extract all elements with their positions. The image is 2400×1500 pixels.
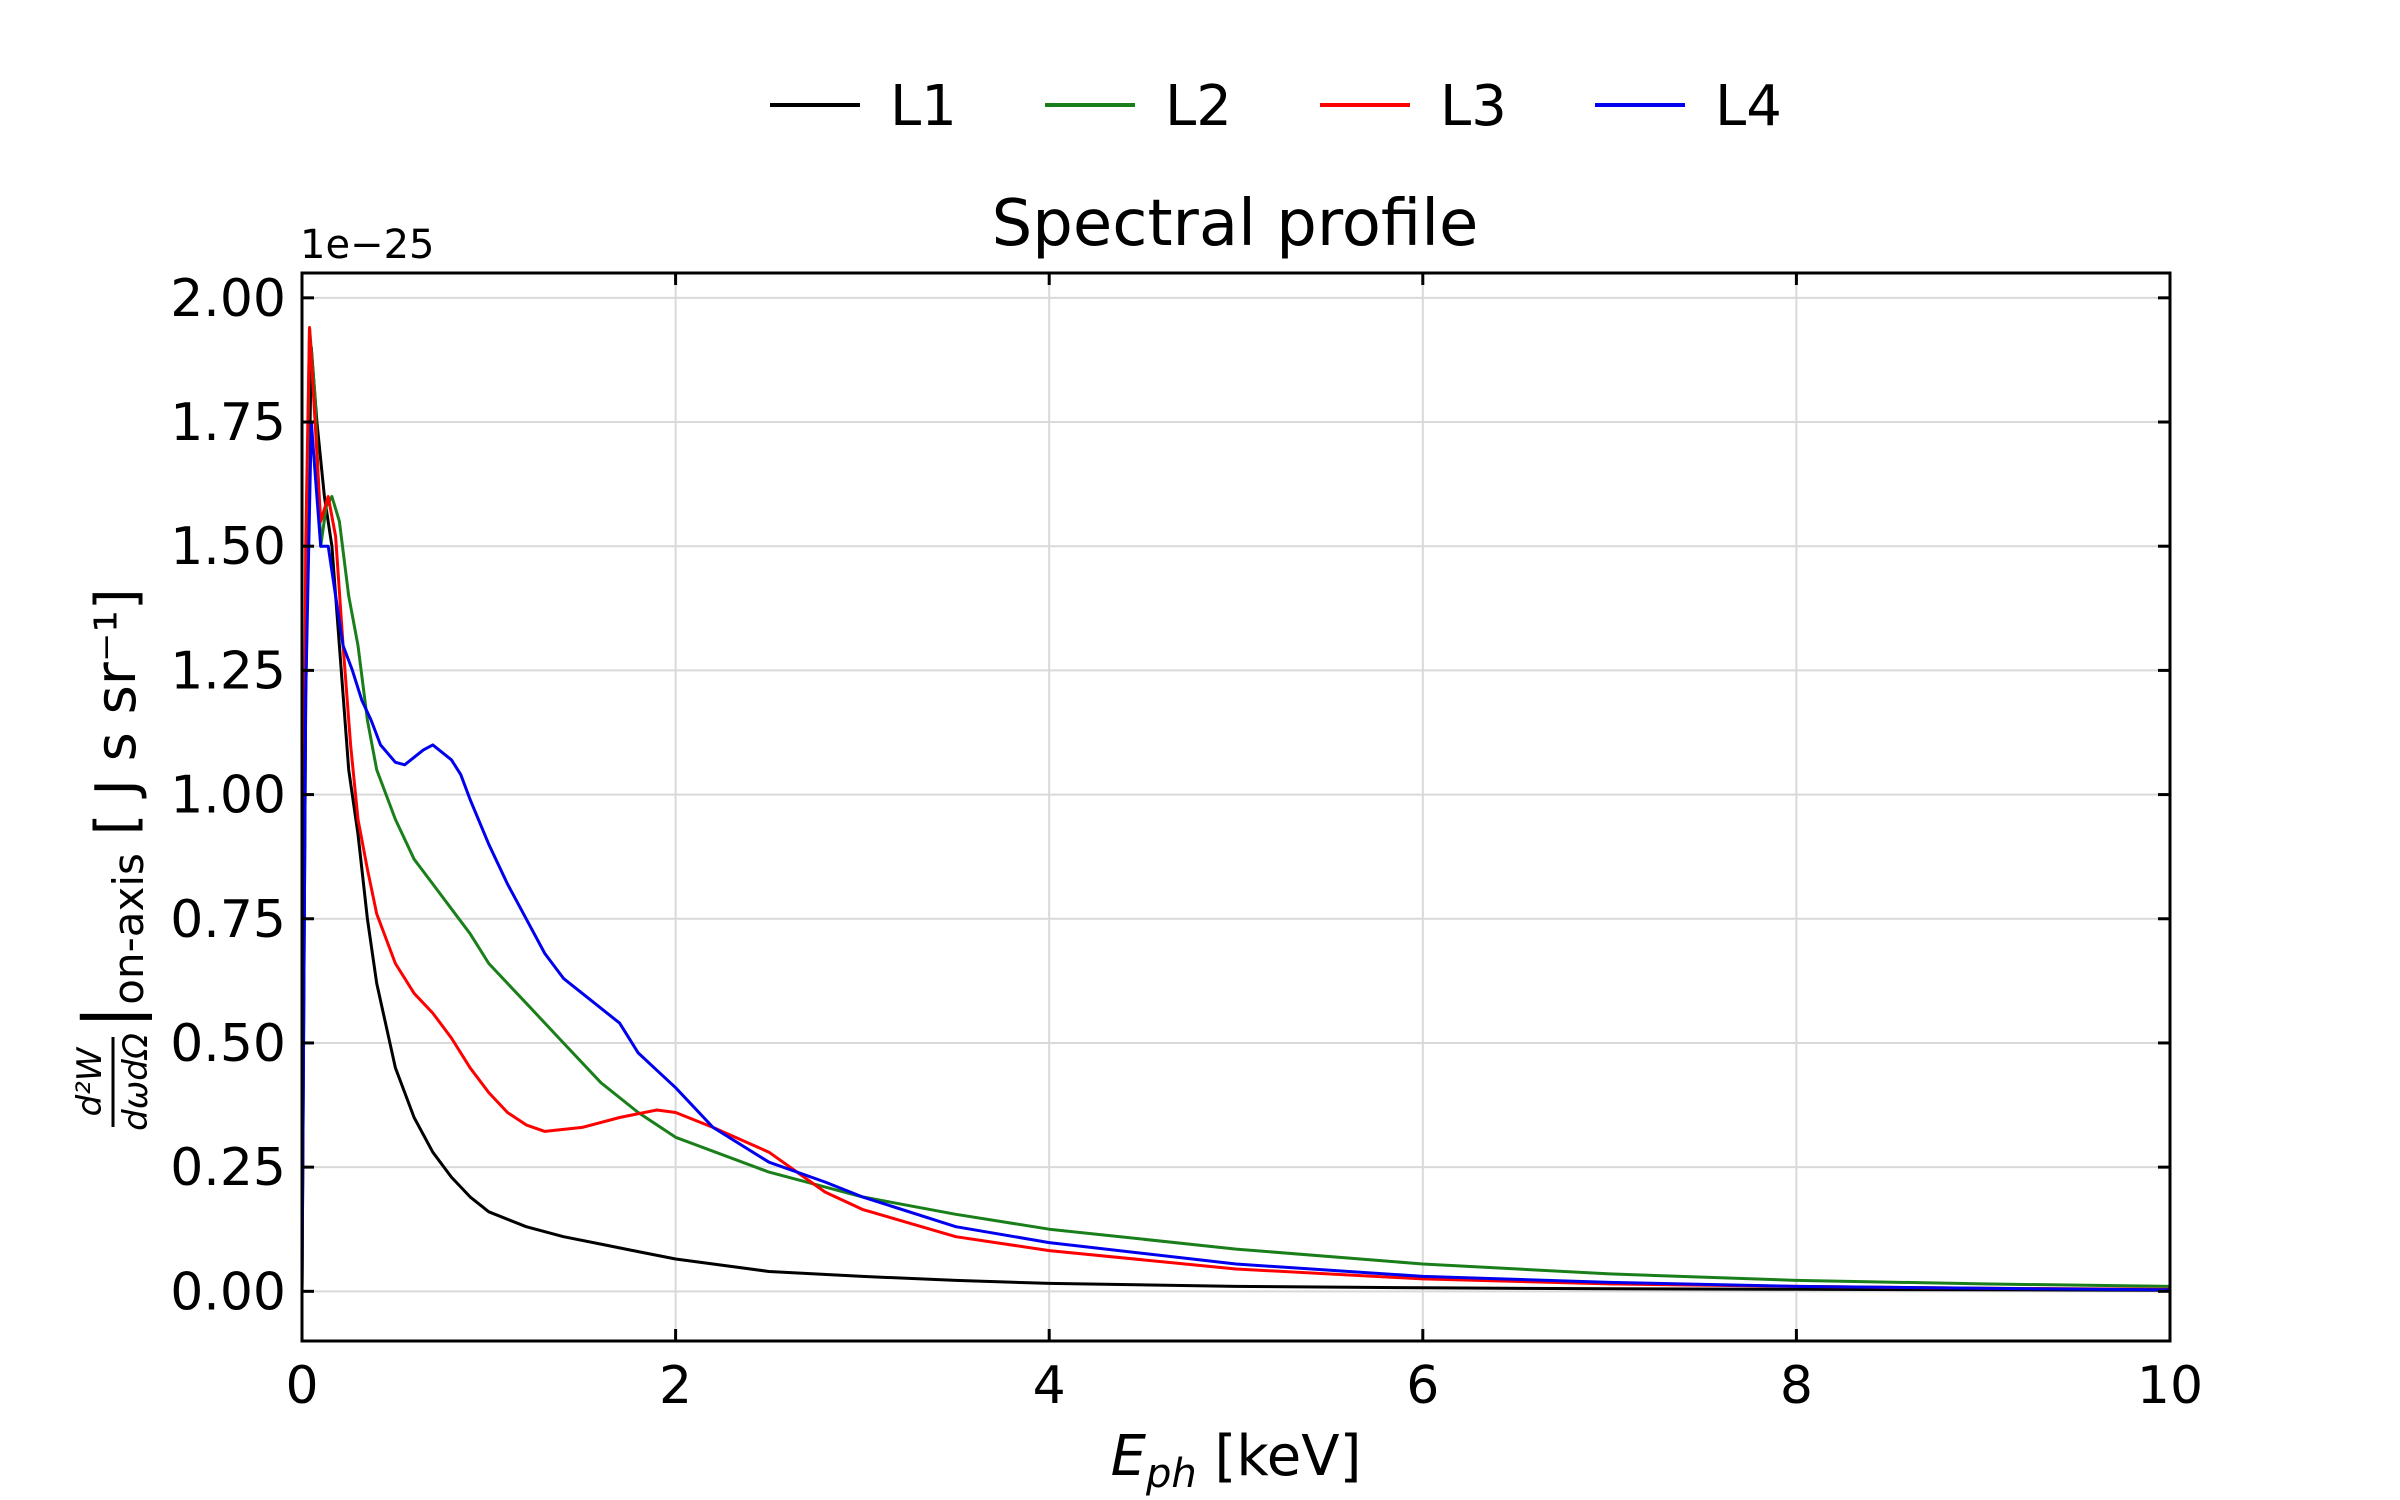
x-tick-label: 0 [285,1356,318,1416]
plot-frame [300,271,2172,1343]
y-tick-label: 0.25 [170,1138,286,1198]
legend-label-l4: L4 [1715,74,1782,139]
legend-label-l1: L1 [890,74,957,139]
x-axis-label-unit: [keV] [1197,1424,1362,1489]
legend-entry-l4: L4 [1595,74,1782,139]
y-tick-label: 1.25 [170,641,286,701]
series-group [300,326,2171,1292]
legend-entry-l2: L2 [1045,74,1232,139]
x-tick-label: 10 [2137,1356,2203,1416]
series-line-l3 [300,326,2171,1292]
y-tick-label: 0.00 [170,1262,286,1322]
y-label-vertical-bar: | [68,1005,153,1029]
x-axis-label-sub: ph [1145,1451,1197,1497]
y-tick-label: 0.50 [170,1014,286,1074]
y-tick-label: 1.50 [170,517,286,577]
x-tick-label: 4 [1033,1356,1066,1416]
y-label-fraction-num: d²W [70,1046,110,1116]
y-tick-label: 1.75 [170,393,286,453]
legend-label-l3: L3 [1440,74,1507,139]
legend-entry-l1: L1 [770,74,957,139]
y-axis-label: d²W dωdΩ |on-axis [ J s sr⁻¹] [68,588,156,1131]
y-axis-ticks: 0.00 0.25 0.50 0.75 1.00 1.25 1.50 1.75 2.00 [170,269,2170,1322]
y-offset-label: 1e−25 [300,222,434,268]
x-tick-label: 8 [1780,1356,1813,1416]
x-tick-label: 6 [1406,1356,1439,1416]
series-line-l4 [300,420,2171,1292]
grid [302,273,2170,1341]
y-tick-label: 1.00 [170,766,286,826]
x-tick-label: 2 [659,1356,692,1416]
y-label-subscript: on-axis [104,853,153,1005]
y-label-fraction-den: dωdΩ [116,1033,156,1131]
y-tick-label: 2.00 [170,269,286,329]
x-axis-label: Eph [keV] [1111,1424,1362,1497]
legend-label-l2: L2 [1165,74,1232,139]
y-label-unit: [ J s sr⁻¹] [84,588,149,853]
y-tick-label: 0.75 [170,890,286,950]
x-axis-label-main: E [1111,1424,1147,1489]
x-axis-ticks: 0 2 4 6 8 10 [285,273,2203,1416]
legend: L1 L2 L3 L4 [770,74,1782,139]
y-label-rest: |on-axis [ J s sr⁻¹] [68,588,153,1029]
series-line-l1 [300,346,2171,1292]
legend-entry-l3: L3 [1320,74,1507,139]
chart-title: Spectral profile [992,187,1479,261]
